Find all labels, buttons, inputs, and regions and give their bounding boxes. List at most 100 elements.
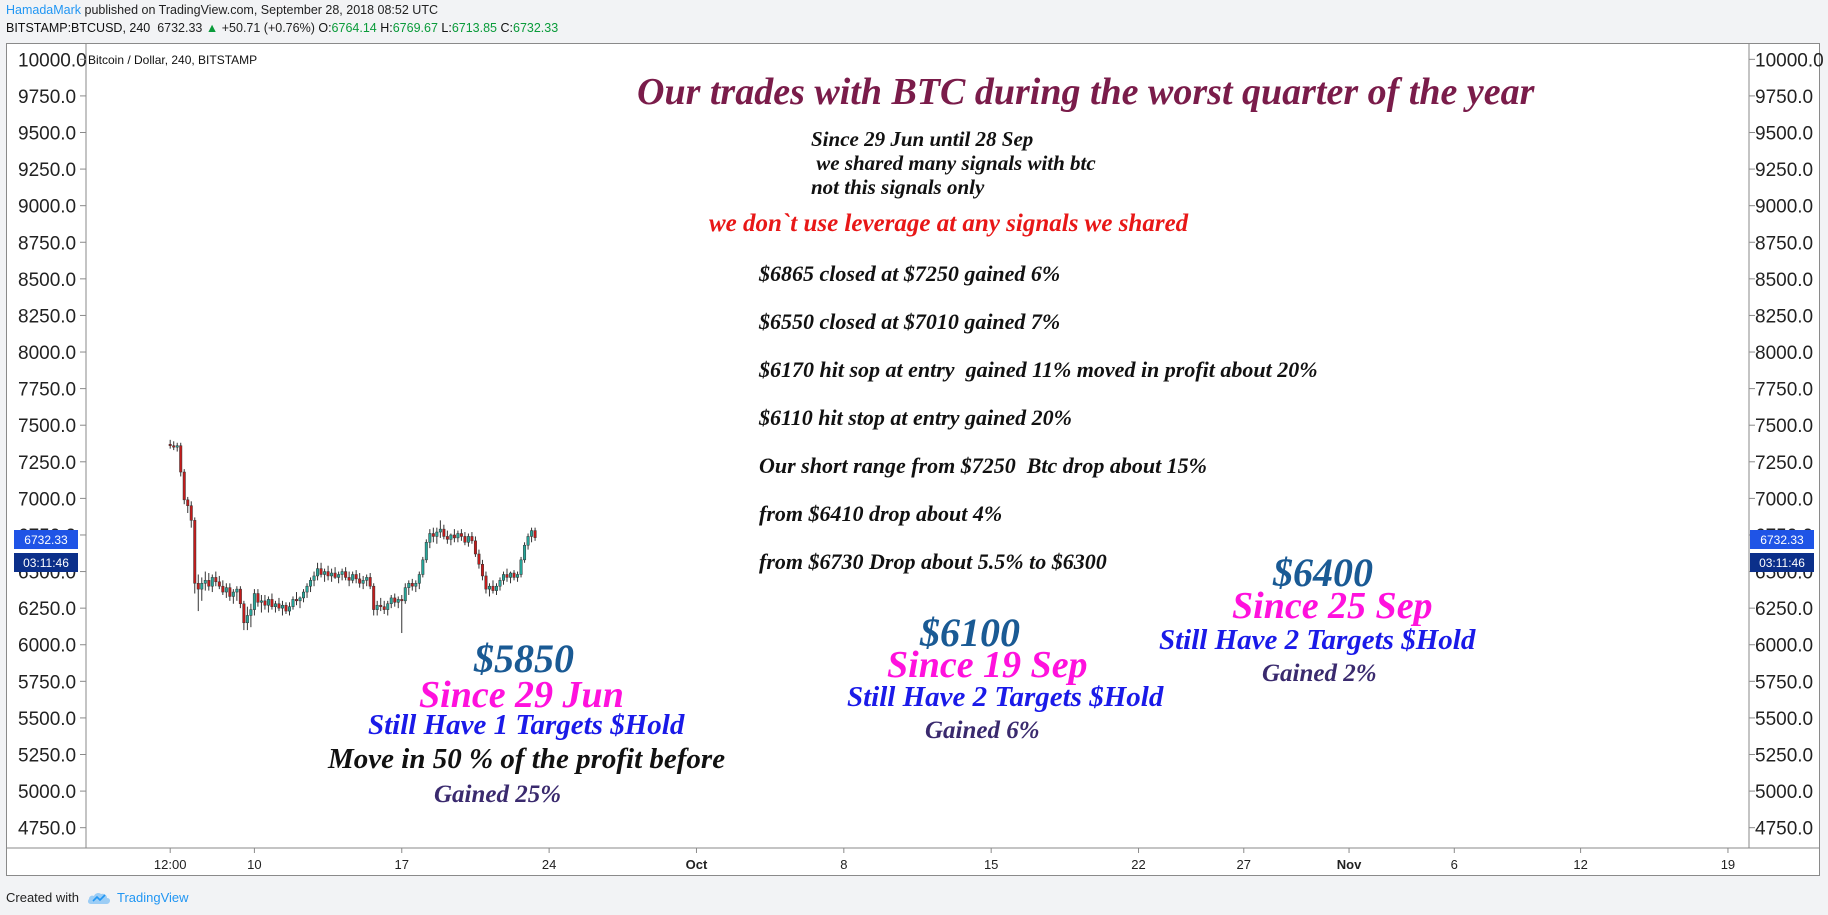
candle-body <box>421 559 425 575</box>
created-with-label: Created with <box>6 890 79 905</box>
candle-body <box>477 553 481 565</box>
open-value: 6764.14 <box>331 21 377 35</box>
tradingview-link[interactable]: TradingView <box>87 890 189 905</box>
candle-body <box>273 603 277 607</box>
candle-body <box>235 588 239 593</box>
candle-body <box>354 574 358 580</box>
left-price-tag: 6732.33 03:11:46 <box>14 530 78 572</box>
y-tick-label-left: 5000.0 <box>18 782 76 803</box>
block1-price: $5850 <box>474 636 574 681</box>
y-tick-label-right: 5500.0 <box>1755 709 1813 730</box>
y-tick-label-right: 7000.0 <box>1755 489 1813 510</box>
y-tick-label-right: 9000.0 <box>1755 197 1813 218</box>
candle-body <box>228 587 232 597</box>
left-price-axis[interactable]: 10000.0 9750.0 9500.0 9250.0 9000.0 8750.0 850… <box>18 50 87 839</box>
y-tick-label-right: 10000.0 <box>1755 50 1824 71</box>
publish-info: HamadaMark published on TradingView.com,… <box>6 3 438 17</box>
candle-body <box>435 531 439 537</box>
candle-body <box>484 575 488 590</box>
right-price-axis[interactable]: 10000.0 9750.0 9500.0 9250.0 9000.0 8750.0 850… <box>1749 50 1824 840</box>
candle-body <box>298 597 302 602</box>
candle-body <box>337 574 341 578</box>
x-tick-label: Nov <box>1337 857 1362 872</box>
candle-body <box>487 585 491 590</box>
candle-body <box>498 580 502 587</box>
candle-body <box>217 581 221 587</box>
time-axis[interactable]: 12:00 10 17 24 Oct 8 15 22 27 Nov 6 12 19 <box>154 848 1735 872</box>
candle-body <box>396 599 400 603</box>
candle-body <box>414 583 418 587</box>
trade-line-6: from $6410 drop about 4% <box>759 501 1003 526</box>
candle-body <box>319 568 323 575</box>
block2-since: Since 19 Sep <box>887 644 1088 686</box>
y-tick-label-right: 4750.0 <box>1755 819 1813 840</box>
candle-body <box>480 563 484 577</box>
candle-body <box>277 603 281 609</box>
candle-body <box>288 606 291 612</box>
candle-body <box>214 577 218 583</box>
candle-body <box>179 445 183 473</box>
y-tick-label-right: 5000.0 <box>1755 782 1813 803</box>
candle-body <box>375 604 379 610</box>
x-tick-label: 12:00 <box>154 857 187 872</box>
high-label: H: <box>380 21 393 35</box>
candle-body <box>316 568 320 577</box>
since-line-3: not this signals only <box>811 175 985 199</box>
candle-body <box>526 536 530 546</box>
block3-price: $6400 <box>1273 550 1373 595</box>
open-label: O: <box>318 21 332 35</box>
candle-body <box>473 540 477 555</box>
y-tick-label-left: 9250.0 <box>18 160 76 181</box>
block2-gained: Gained 6% <box>925 717 1040 744</box>
candle-body <box>400 599 404 602</box>
y-tick-label-right: 5250.0 <box>1755 746 1813 767</box>
y-tick-label-left: 6250.0 <box>18 599 76 620</box>
since-line-1: Since 29 Jun until 28 Sep <box>811 127 1034 151</box>
candle-body <box>428 533 432 543</box>
price-change: +50.71 (+0.76%) <box>221 21 315 35</box>
y-tick-label-right: 8000.0 <box>1755 343 1813 364</box>
candle-body <box>505 574 509 578</box>
candle-body <box>470 536 474 542</box>
y-tick-label-right: 6250.0 <box>1755 599 1813 620</box>
candle-body <box>438 528 442 533</box>
high-value: 6769.67 <box>392 21 438 35</box>
candle-body <box>242 603 246 624</box>
candle-body <box>456 533 460 539</box>
candle-body <box>249 609 253 616</box>
candle-body <box>326 571 330 577</box>
y-tick-label-left: 8000.0 <box>18 343 76 364</box>
candle-body <box>463 536 467 543</box>
right-price-tag: 6732.33 03:11:46 <box>1750 530 1814 572</box>
chart-frame[interactable] <box>6 43 1820 876</box>
candle-body <box>393 597 397 603</box>
y-tick-label-right: 7500.0 <box>1755 416 1813 437</box>
y-tick-label-right: 9500.0 <box>1755 123 1813 144</box>
candle-body <box>358 578 362 584</box>
candle-body <box>523 544 527 561</box>
y-tick-label-left: 7750.0 <box>18 380 76 401</box>
candle-body <box>431 533 435 537</box>
candle-body <box>365 577 369 581</box>
candle-body <box>295 599 298 602</box>
candle-body <box>196 583 200 590</box>
y-tick-label-left: 8500.0 <box>18 270 76 291</box>
block3-targets: Still Have 2 Targets $Hold <box>1159 624 1476 656</box>
candle-body <box>210 577 214 587</box>
trade-line-3: $6170 hit sop at entry gained 11% moved … <box>759 357 1318 382</box>
author-link[interactable]: HamadaMark <box>6 3 82 17</box>
block3-gained: Gained 2% <box>1262 660 1377 687</box>
candle-body <box>203 580 207 584</box>
right-price-tag-text: 6732.33 <box>1760 533 1804 547</box>
block1-since: Since 29 Jun <box>419 674 624 716</box>
candle-body <box>305 585 309 593</box>
y-tick-label-left: 4750.0 <box>18 819 76 840</box>
block3-since: Since 25 Sep <box>1232 585 1433 627</box>
candle-body <box>351 574 355 581</box>
y-tick-label-right: 6000.0 <box>1755 636 1813 657</box>
candle-body <box>266 599 270 606</box>
candle-body <box>263 600 267 606</box>
candle-body <box>403 587 407 602</box>
x-tick-label: 19 <box>1721 857 1735 872</box>
